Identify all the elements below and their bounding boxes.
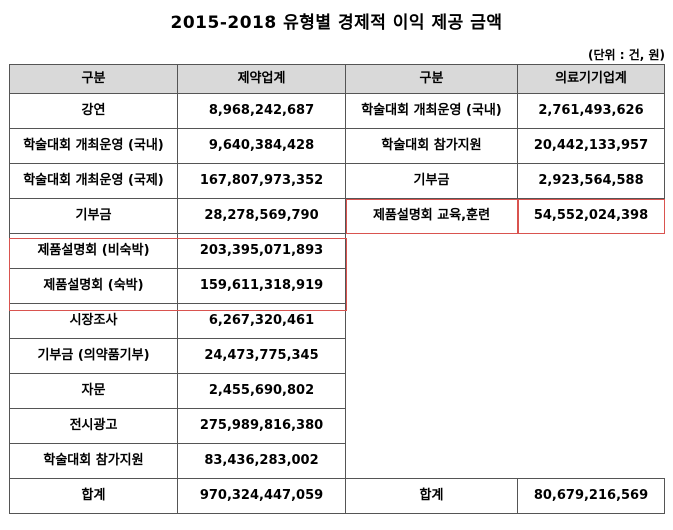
table-row: 강연 8,968,242,687 학술대회 개최운영 (국내) 2,761,49… <box>9 93 665 129</box>
row-label: 학술대회 참가지원 <box>345 128 518 164</box>
table-row: 제품설명회 (비숙박) 203,395,071,893 <box>9 233 665 269</box>
total-value-device: 80,679,216,569 <box>517 478 665 514</box>
row-value: 8,968,242,687 <box>177 93 346 129</box>
total-label-left: 합계 <box>9 478 178 514</box>
empty-area <box>346 234 665 479</box>
table-row: 제품설명회 (숙박) 159,611,318,919 <box>9 268 665 304</box>
row-value: 9,640,384,428 <box>177 128 346 164</box>
table-row: 기부금 (의약품기부) 24,473,775,345 <box>9 338 665 374</box>
header-category-right: 구분 <box>345 64 518 94</box>
row-label: 제품설명회 교육,훈련 <box>345 198 518 234</box>
row-label: 기부금 (의약품기부) <box>9 338 178 374</box>
row-label: 시장조사 <box>9 303 178 339</box>
benefit-table: 구분 제약업계 구분 의료기기업계 강연 8,968,242,687 학술대회 … <box>9 64 665 514</box>
table-header-row: 구분 제약업계 구분 의료기기업계 <box>9 64 665 94</box>
row-value: 2,761,493,626 <box>517 93 665 129</box>
total-label-right: 합계 <box>345 478 518 514</box>
table-row: 학술대회 참가지원 83,436,283,002 <box>9 443 665 479</box>
row-value: 159,611,318,919 <box>177 268 346 304</box>
row-label: 전시광고 <box>9 408 178 444</box>
row-label: 학술대회 참가지원 <box>9 443 178 479</box>
table-row: 기부금 28,278,569,790 제품설명회 교육,훈련 54,552,02… <box>9 198 665 234</box>
page-title: 2015-2018 유형별 경제적 이익 제공 금액 <box>170 13 503 33</box>
row-value: 203,395,071,893 <box>177 233 346 269</box>
row-value: 83,436,283,002 <box>177 443 346 479</box>
table-row: 시장조사 6,267,320,461 <box>9 303 665 339</box>
row-value: 54,552,024,398 <box>517 198 665 234</box>
unit-note: (단위 : 건, 원) <box>587 48 665 62</box>
header-device: 의료기기업계 <box>517 64 665 94</box>
table-row: 자문 2,455,690,802 <box>9 373 665 409</box>
row-label: 학술대회 개최운영 (국제) <box>9 163 178 199</box>
row-label: 제품설명회 (숙박) <box>9 268 178 304</box>
row-value: 24,473,775,345 <box>177 338 346 374</box>
total-row: 합계 970,324,447,059 합계 80,679,216,569 <box>9 478 665 514</box>
row-label: 학술대회 개최운영 (국내) <box>9 128 178 164</box>
row-value: 28,278,569,790 <box>177 198 346 234</box>
row-label: 강연 <box>9 93 178 129</box>
table-row: 전시광고 275,989,816,380 <box>9 408 665 444</box>
row-value: 20,442,133,957 <box>517 128 665 164</box>
table-row: 학술대회 개최운영 (국제) 167,807,973,352 기부금 2,923… <box>9 163 665 199</box>
row-value: 6,267,320,461 <box>177 303 346 339</box>
row-value: 167,807,973,352 <box>177 163 346 199</box>
header-pharma: 제약업계 <box>177 64 346 94</box>
row-label: 기부금 <box>9 198 178 234</box>
row-label: 기부금 <box>345 163 518 199</box>
row-label: 학술대회 개최운영 (국내) <box>345 93 518 129</box>
row-value: 275,989,816,380 <box>177 408 346 444</box>
table-row: 학술대회 개최운영 (국내) 9,640,384,428 학술대회 참가지원 2… <box>9 128 665 164</box>
row-value: 2,455,690,802 <box>177 373 346 409</box>
total-value-pharma: 970,324,447,059 <box>177 478 346 514</box>
header-category-left: 구분 <box>9 64 178 94</box>
row-label: 자문 <box>9 373 178 409</box>
row-label: 제품설명회 (비숙박) <box>9 233 178 269</box>
row-value: 2,923,564,588 <box>517 163 665 199</box>
